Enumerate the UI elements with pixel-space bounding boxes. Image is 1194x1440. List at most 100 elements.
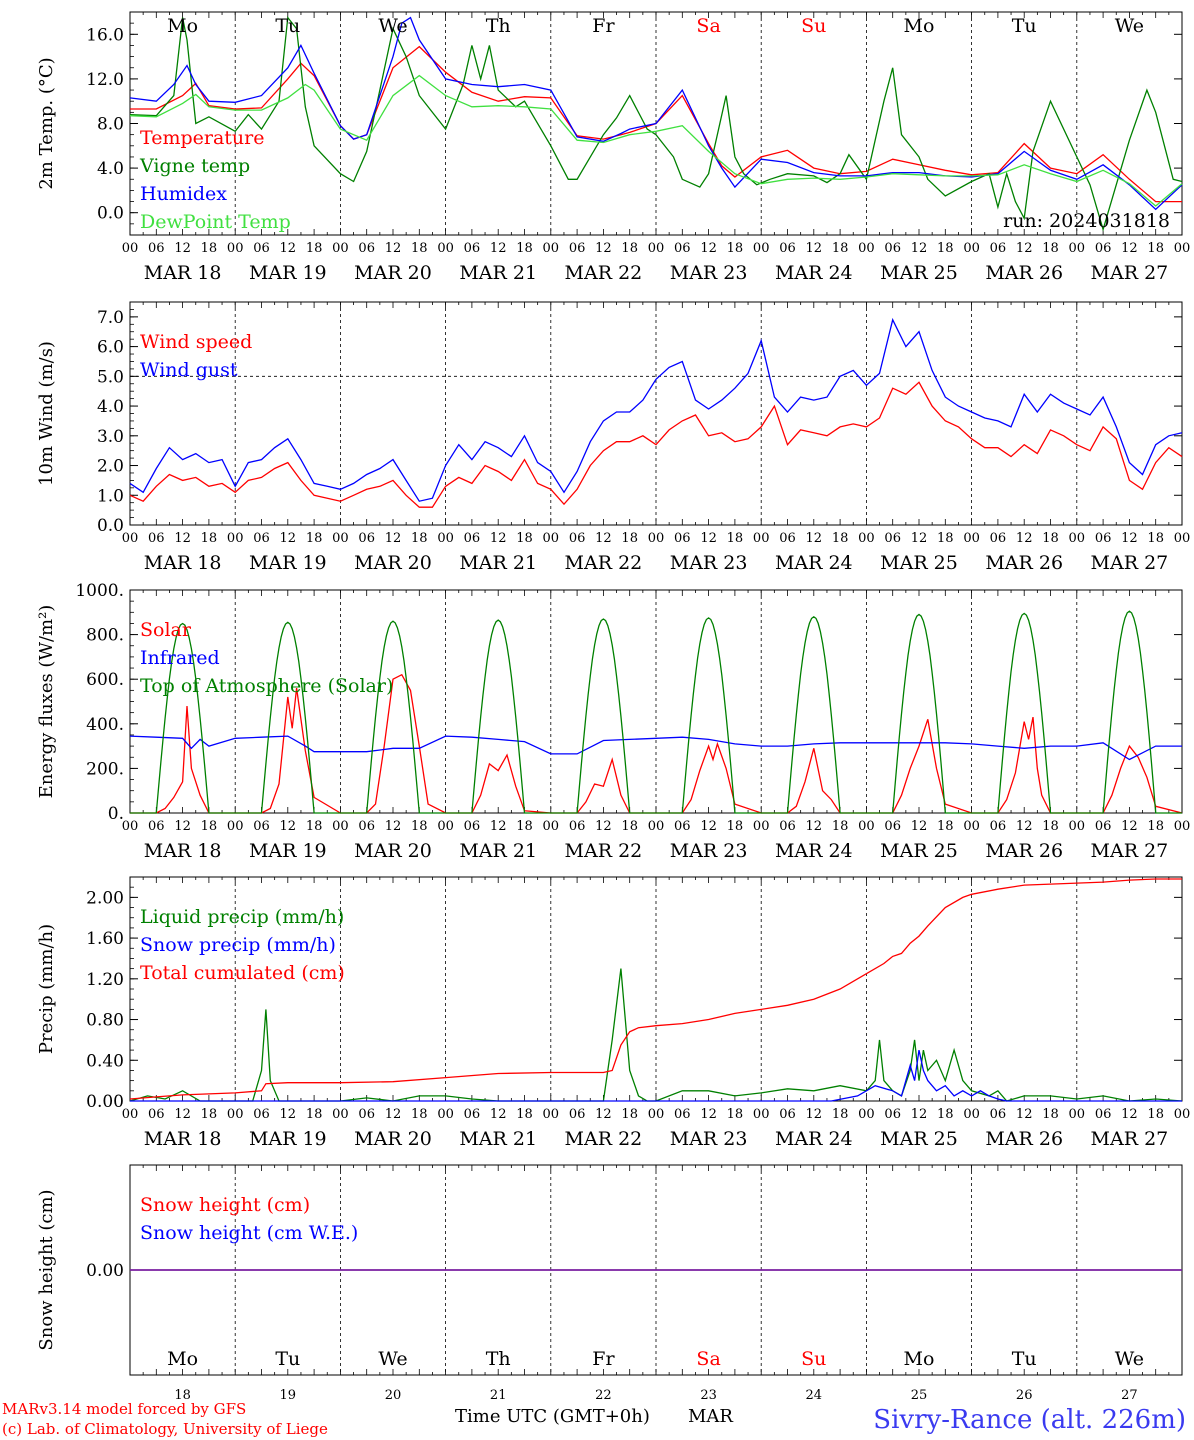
y-tick-label: 2.00	[86, 888, 124, 908]
hour-tick-label: 06	[1095, 1107, 1112, 1122]
legend-entry: Temperature	[140, 127, 264, 149]
hour-tick-label: 00	[122, 531, 139, 546]
hour-tick-label: 00	[227, 819, 244, 834]
date-label: MAR 21	[459, 1128, 537, 1150]
hour-tick-label: 06	[569, 531, 586, 546]
hour-tick-label: 12	[280, 1107, 297, 1122]
hour-tick-label: 00	[437, 1107, 454, 1122]
hour-tick-label: 00	[1069, 819, 1086, 834]
date-label: MAR 20	[354, 1128, 432, 1150]
hour-tick-label: 18	[1147, 1107, 1164, 1122]
series-line-4	[129, 74, 1183, 207]
hour-tick-label: 06	[148, 241, 165, 256]
hour-tick-label: 12	[280, 819, 297, 834]
date-label: MAR 18	[144, 840, 222, 862]
hour-tick-label: 18	[201, 1107, 218, 1122]
legend-entry: Humidex	[140, 183, 227, 205]
panel-4: 0.00 0.40 0.80 1.20 1.60 2.00 Precip (mm/h) Liq…	[36, 876, 1190, 1150]
hour-tick-label: 00	[753, 819, 770, 834]
hour-tick-label: 18	[832, 531, 849, 546]
day-name: We	[378, 1348, 407, 1370]
y-tick-label: 12.0	[86, 70, 124, 90]
hour-tick-label: 12	[700, 1107, 717, 1122]
hour-tick-label: 12	[595, 531, 612, 546]
legend-entry: Solar	[140, 619, 192, 641]
date-label: MAR 20	[354, 262, 432, 284]
day-name: We	[1115, 1348, 1144, 1370]
date-label: MAR 24	[775, 1128, 853, 1150]
hour-tick-label: 12	[174, 819, 191, 834]
panel-2: 0.0 1.0 2.0 3.0 4.0 5.0 6.0 7.0 10m Wind (m/s) Wi…	[36, 301, 1191, 574]
day-number: 27	[1121, 1388, 1138, 1403]
series-line-2	[129, 735, 1182, 761]
hour-tick-label: 18	[306, 241, 323, 256]
date-label: MAR 22	[565, 840, 643, 862]
hour-tick-label: 06	[674, 241, 691, 256]
panel-3: 0. 200. 400. 600. 800. 1000. Energy fluxes (W/…	[36, 581, 1190, 862]
y-tick-label: 0.00	[86, 1261, 124, 1281]
legend-entry: Vigne temp	[139, 155, 250, 177]
hour-tick-label: 06	[1095, 819, 1112, 834]
y-tick-label: 0.	[108, 804, 124, 824]
series-line-2	[130, 1049, 1182, 1102]
day-name: We	[378, 15, 407, 37]
hour-tick-label: 00	[753, 241, 770, 256]
hour-tick-label: 12	[280, 241, 297, 256]
hour-tick-label: 06	[358, 819, 375, 834]
day-name: Sa	[696, 1348, 720, 1370]
day-number: 24	[806, 1388, 823, 1403]
date-label: MAR 21	[459, 840, 537, 862]
date-label: MAR 26	[985, 552, 1063, 574]
hour-tick-label: 06	[990, 819, 1007, 834]
y-tick-label: 4.0	[97, 397, 124, 417]
hour-tick-label: 00	[858, 819, 875, 834]
hour-tick-label: 12	[911, 1107, 928, 1122]
hour-tick-label: 06	[358, 1107, 375, 1122]
hour-tick-label: 06	[253, 1107, 270, 1122]
hour-tick-label: 06	[253, 531, 270, 546]
hour-tick-label: 00	[1174, 531, 1191, 546]
hour-tick-label: 12	[385, 241, 402, 256]
hour-tick-label: 06	[990, 241, 1007, 256]
day-name: Su	[801, 1348, 826, 1370]
hour-tick-label: 00	[437, 819, 454, 834]
day-name: Tu	[1012, 1348, 1037, 1370]
date-label: MAR 24	[775, 552, 853, 574]
hour-tick-label: 00	[543, 531, 560, 546]
hour-tick-label: 00	[1069, 531, 1086, 546]
day-number: 26	[1016, 1388, 1033, 1403]
y-tick-label: 2.0	[97, 457, 124, 477]
y-tick-label: 600.	[86, 670, 124, 690]
hour-tick-label: 00	[858, 531, 875, 546]
hour-tick-label: 06	[1095, 531, 1112, 546]
hour-tick-label: 06	[464, 241, 481, 256]
hour-tick-label: 18	[937, 241, 954, 256]
date-label: MAR 18	[144, 1128, 222, 1150]
day-name: Mo	[904, 1348, 935, 1370]
hour-tick-label: 06	[674, 819, 691, 834]
footer-model-credit: MARv3.14 model forced by GFS	[2, 1400, 246, 1418]
day-number: 20	[385, 1388, 402, 1403]
run-label: run: 2024031818	[1003, 210, 1170, 232]
y-tick-label: 0.0	[97, 204, 124, 224]
hour-tick-label: 00	[963, 1107, 980, 1122]
hour-tick-label: 18	[201, 241, 218, 256]
series-line-1	[129, 968, 1183, 1102]
hour-tick-label: 12	[595, 1107, 612, 1122]
date-label: MAR 26	[985, 840, 1063, 862]
hour-tick-label: 18	[832, 241, 849, 256]
hour-tick-label: 12	[806, 241, 823, 256]
legend-entry: Infrared	[140, 647, 220, 669]
day-name: Mo	[167, 1348, 198, 1370]
hour-tick-label: 18	[516, 531, 533, 546]
hour-tick-label: 18	[411, 531, 428, 546]
y-tick-label: 1.20	[86, 970, 124, 990]
hour-tick-label: 18	[1042, 241, 1059, 256]
hour-tick-label: 00	[227, 1107, 244, 1122]
hour-tick-label: 06	[148, 531, 165, 546]
day-number: 21	[490, 1388, 507, 1403]
hour-tick-label: 18	[411, 819, 428, 834]
hour-tick-label: 18	[727, 531, 744, 546]
hour-tick-label: 12	[1016, 531, 1033, 546]
